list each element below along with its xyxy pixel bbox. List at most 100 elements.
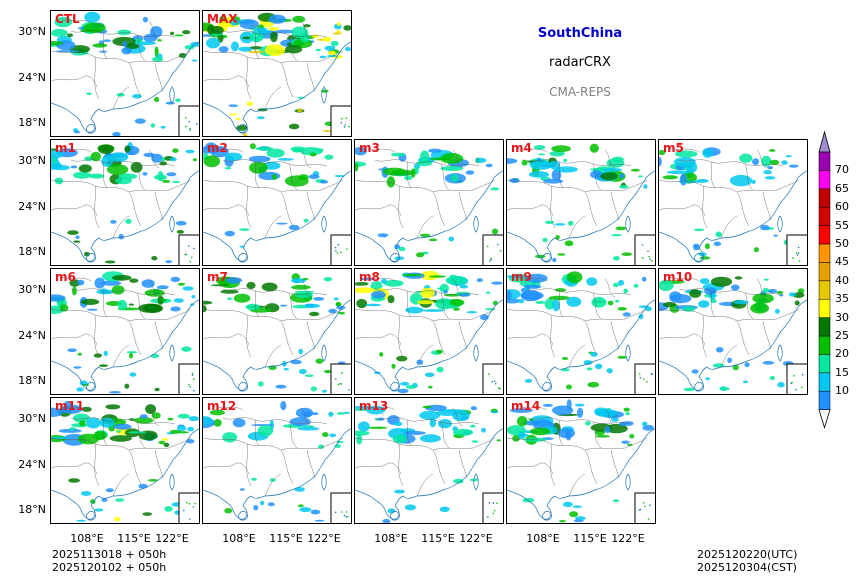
- echo-cell: [782, 160, 788, 165]
- echo-cell: [129, 279, 138, 283]
- echo-cell: [119, 234, 124, 240]
- echo-cell: [152, 57, 163, 62]
- echo-cell: [138, 484, 148, 489]
- echo-cell: [285, 45, 302, 53]
- echo-cell: [663, 175, 678, 179]
- scs-inset: [179, 235, 200, 266]
- echo-cell: [575, 516, 586, 520]
- lat-tick-label: 30°N: [2, 412, 46, 425]
- echo-cell: [763, 361, 775, 365]
- colorbar-level-label: 35: [835, 292, 849, 305]
- province-border: [763, 321, 771, 349]
- echo-cell: [323, 130, 331, 132]
- province-border: [155, 450, 163, 478]
- echo-cell: [492, 229, 498, 235]
- echo-cell: [406, 385, 416, 389]
- province-border: [551, 315, 555, 357]
- radar-map: [203, 140, 352, 266]
- echo-cell: [549, 161, 560, 170]
- echo-cell: [77, 280, 84, 286]
- panel-label: m13: [359, 399, 388, 413]
- echo-cell: [622, 252, 632, 256]
- echo-cell: [731, 285, 740, 291]
- province-border: [355, 334, 401, 345]
- echo-cell: [132, 94, 142, 99]
- province-border: [203, 205, 249, 216]
- echo-cell: [155, 388, 160, 392]
- lon-tick-label: 122°E: [608, 532, 648, 545]
- province-border: [737, 192, 749, 226]
- echo-cell: [595, 435, 610, 438]
- echo-cell: [203, 305, 207, 312]
- echo-cell: [336, 23, 341, 26]
- echo-cell: [692, 369, 699, 373]
- echo-cell: [76, 387, 83, 391]
- map-panel-m11: m11: [50, 397, 200, 524]
- echo-cell: [52, 165, 70, 170]
- panel-label: m12: [207, 399, 236, 413]
- panel-label: m7: [207, 270, 228, 284]
- echo-cell: [121, 47, 131, 54]
- echo-cell: [530, 160, 553, 169]
- echo-cell: [486, 164, 493, 168]
- echo-cell: [438, 419, 452, 428]
- echo-cell: [177, 230, 184, 234]
- colorbar-segment: [819, 170, 830, 188]
- map-panel-ctl: CTL: [50, 10, 200, 137]
- echo-cell: [272, 174, 277, 180]
- echo-cell: [250, 143, 256, 149]
- echo-cell: [331, 41, 339, 47]
- echo-cell: [490, 187, 499, 190]
- echo-cell: [51, 29, 68, 37]
- echo-cell: [466, 311, 477, 313]
- valid-cst: 2025120304(CST): [697, 561, 797, 574]
- echo-cell: [763, 170, 772, 174]
- lon-tick-label: 115°E: [114, 532, 154, 545]
- echo-cell: [659, 157, 662, 167]
- echo-cell: [587, 367, 593, 370]
- province-border: [281, 192, 293, 226]
- echo-cell: [298, 349, 303, 354]
- echo-cell: [575, 404, 585, 407]
- coastline: [203, 170, 352, 261]
- echo-cell: [450, 275, 457, 278]
- echo-cell: [631, 169, 640, 172]
- echo-cell: [388, 508, 396, 513]
- echo-cell: [568, 221, 573, 226]
- lon-tick-label: 115°E: [266, 532, 306, 545]
- echo-cell: [161, 157, 165, 161]
- echo-cell: [411, 168, 416, 177]
- echo-cell: [315, 520, 325, 522]
- lat-tick-label: 24°N: [2, 200, 46, 213]
- province-border: [307, 450, 315, 478]
- province-border: [203, 438, 281, 450]
- colorbar-segment: [819, 262, 830, 280]
- echo-cell: [78, 434, 99, 445]
- province-border: [417, 474, 433, 496]
- echo-cell: [711, 277, 732, 287]
- radar-map: [51, 398, 200, 524]
- province-border: [281, 63, 293, 97]
- echo-cell: [379, 352, 383, 357]
- province-border: [113, 345, 129, 367]
- echo-cell: [138, 304, 162, 313]
- radar-map: [659, 140, 808, 266]
- panel-label: m5: [663, 141, 684, 155]
- echo-cell: [371, 291, 386, 299]
- echo-cell: [569, 511, 578, 517]
- echo-cell: [586, 277, 597, 286]
- echo-cell: [400, 382, 409, 386]
- island-outline: [626, 474, 631, 490]
- echo-cell: [105, 261, 116, 264]
- province-border: [255, 291, 259, 317]
- echo-cell: [663, 302, 676, 307]
- lat-tick-label: 18°N: [2, 116, 46, 129]
- province-border: [129, 180, 191, 192]
- coastline: [507, 299, 656, 390]
- scs-inset: [483, 364, 504, 395]
- echo-cell: [182, 30, 190, 34]
- echo-cell: [356, 434, 362, 444]
- echo-cell: [324, 370, 331, 373]
- radar-map: [507, 269, 656, 395]
- map-panel-m7: m7: [202, 268, 352, 395]
